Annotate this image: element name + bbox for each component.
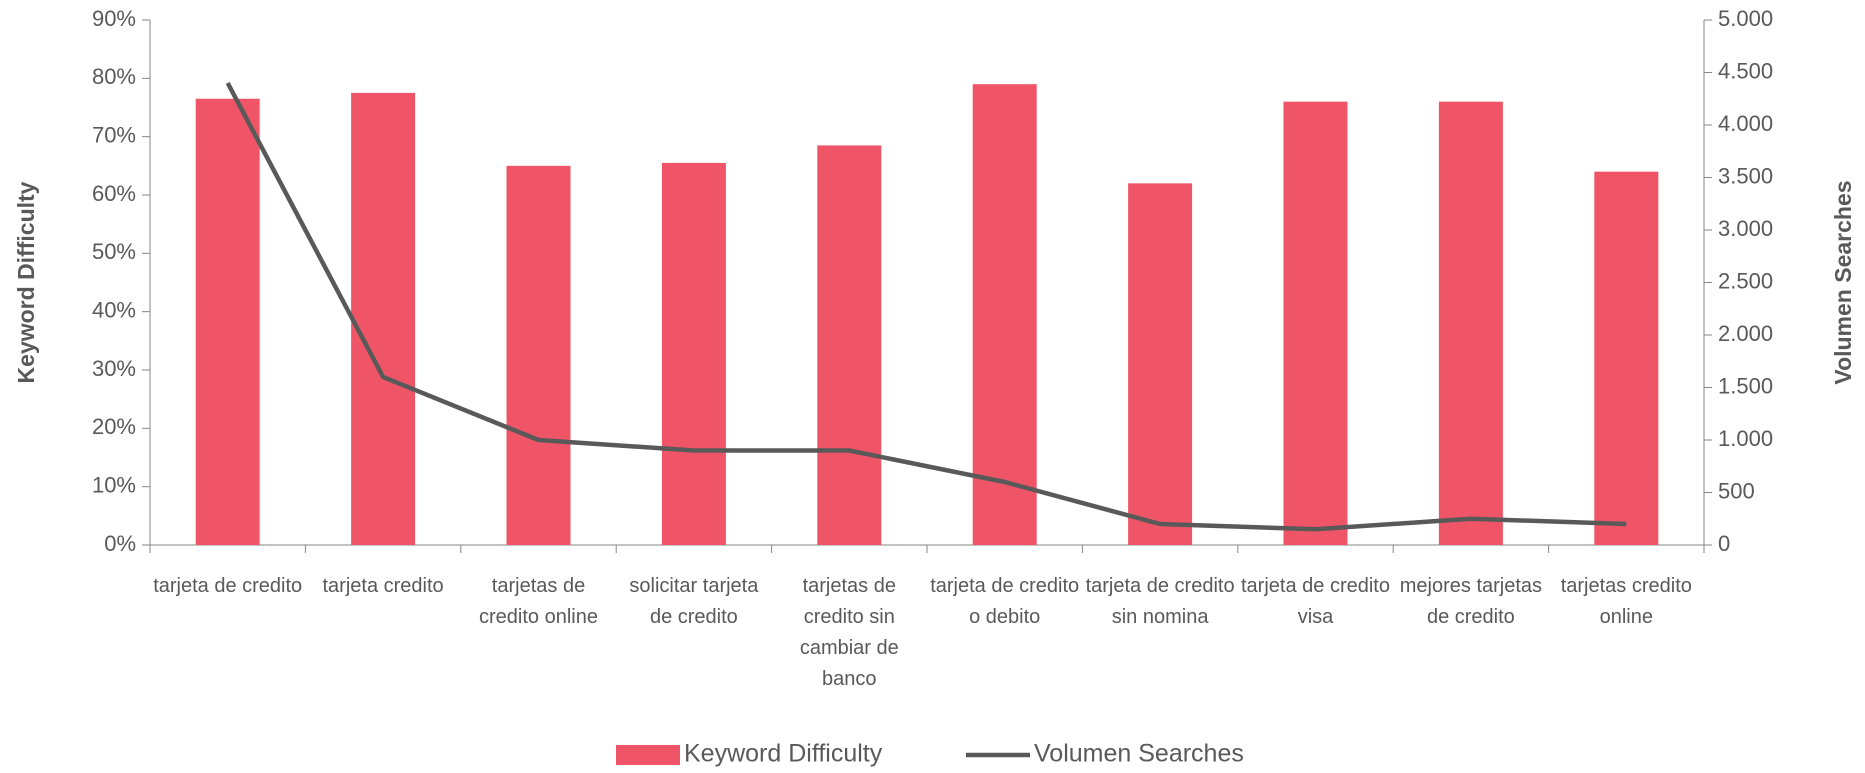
- x-tick-label: tarjeta de credito visa: [1241, 575, 1390, 628]
- y-tick-label: 90%: [92, 6, 136, 31]
- y2-tick-label: 500: [1718, 478, 1755, 503]
- bar: [351, 92, 416, 546]
- bar: [972, 84, 1037, 546]
- x-tick-label: tarjeta de credito sin nomina: [1085, 575, 1235, 628]
- x-tick-label: tarjeta de credito o debito: [930, 575, 1080, 628]
- x-tick-label: mejores tarjetas de credito: [1399, 575, 1543, 628]
- legend-swatch: [616, 745, 680, 765]
- y-tick-label: 30%: [92, 356, 136, 381]
- x-tick-label: tarjetas de credito online: [479, 575, 598, 628]
- y2-tick-label: 4.500: [1718, 58, 1773, 83]
- bar: [195, 98, 260, 545]
- line: [225, 81, 1627, 532]
- bar: [1594, 171, 1659, 545]
- x-tick-label: tarjeta de credito: [153, 575, 303, 597]
- y2-tick-label: 1.500: [1718, 373, 1773, 398]
- bar: [1283, 101, 1348, 546]
- y-tick-label: 50%: [92, 239, 136, 264]
- x-tick-label: tarjetas credito online: [1560, 575, 1692, 628]
- y-tick-label: 60%: [92, 181, 136, 206]
- y-tick-label: 80%: [92, 64, 136, 89]
- y-tick-label: 0%: [104, 531, 136, 556]
- y-tick-label: 10%: [92, 472, 136, 497]
- bar: [661, 162, 726, 545]
- y2-tick-label: 4.000: [1718, 111, 1773, 136]
- x-tick-label: tarjeta credito: [322, 575, 444, 597]
- y2-axis-title: Volumen Searches: [1830, 180, 1856, 384]
- legend-label: Volumen Searches: [1034, 740, 1244, 768]
- bar: [1128, 183, 1193, 546]
- legend-label: Keyword Difficulty: [684, 740, 883, 768]
- y2-tick-label: 0: [1718, 531, 1730, 556]
- x-tick-label: tarjetas de credito sin cambiar de banco: [799, 575, 899, 690]
- bar: [1438, 101, 1503, 546]
- y2-tick-label: 1.000: [1718, 426, 1773, 451]
- y2-tick-label: 2.000: [1718, 321, 1773, 346]
- y2-tick-label: 5.000: [1718, 6, 1773, 31]
- bar: [817, 145, 882, 545]
- bar: [506, 165, 571, 546]
- y-axis-title: Keyword Difficulty: [13, 181, 39, 383]
- y-tick-label: 40%: [92, 297, 136, 322]
- y2-tick-label: 3.500: [1718, 163, 1773, 188]
- x-tick-label: solicitar tarjeta de credito: [629, 575, 759, 628]
- y-tick-label: 20%: [92, 414, 136, 439]
- y-tick-label: 70%: [92, 122, 136, 147]
- y2-tick-label: 2.500: [1718, 268, 1773, 293]
- y2-tick-label: 3.000: [1718, 216, 1773, 241]
